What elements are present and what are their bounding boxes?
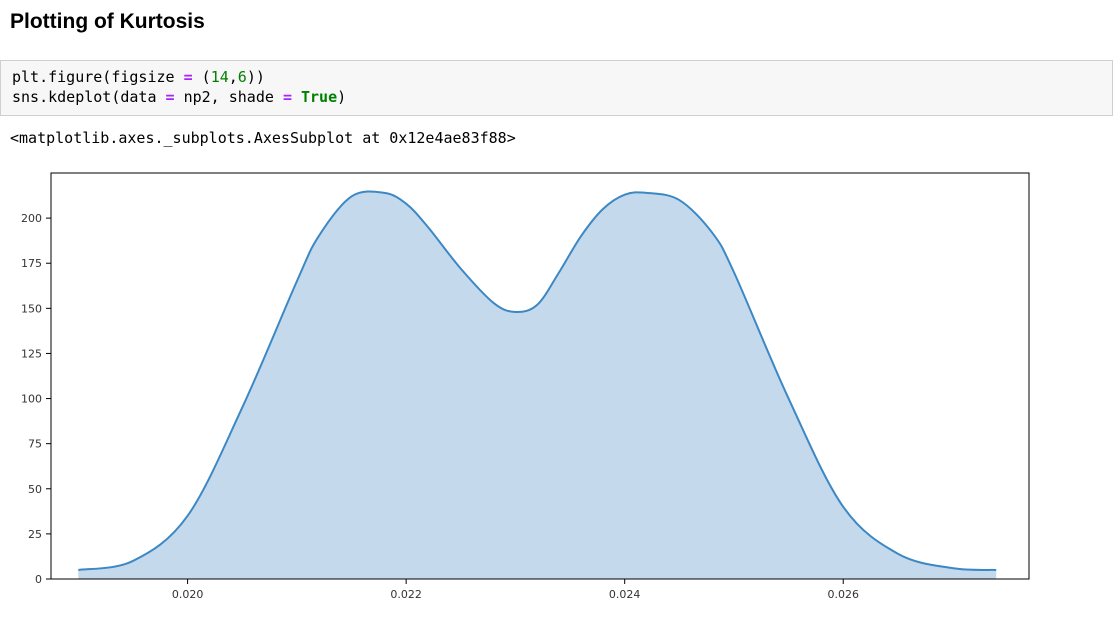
code-line-1: plt.figure(figsize = (14,6)): [12, 68, 265, 86]
y-tick-label: 100: [21, 393, 42, 406]
y-axis: 0 25 50 75 100 125 150 175 200: [21, 212, 51, 586]
x-tick-label: 0.024: [609, 588, 641, 601]
y-tick-label: 75: [28, 438, 42, 451]
page-title: Plotting of Kurtosis: [10, 10, 205, 33]
x-tick-label: 0.020: [172, 588, 204, 601]
y-tick-label: 125: [21, 347, 42, 360]
x-tick-label: 0.022: [390, 588, 422, 601]
y-tick-label: 0: [35, 573, 42, 586]
cell-output-text: <matplotlib.axes._subplots.AxesSubplot a…: [10, 129, 516, 147]
y-tick-label: 50: [28, 483, 42, 496]
y-tick-label: 200: [21, 212, 42, 225]
x-axis: 0.020 0.022 0.024 0.026: [172, 579, 859, 601]
code-line-2: sns.kdeplot(data = np2, shade = True): [12, 88, 347, 106]
y-tick-label: 175: [21, 257, 42, 270]
kde-area-fill: [78, 191, 997, 579]
kde-plot: 0.020 0.022 0.024 0.026 0 25 50 75 100 125 150 175…: [21, 172, 1030, 601]
x-tick-label: 0.026: [827, 588, 859, 601]
plot-frame: [50, 172, 1030, 580]
y-tick-label: 25: [28, 528, 42, 541]
kde-line: [78, 190, 997, 571]
y-tick-label: 150: [21, 302, 42, 315]
code-cell-input[interactable]: plt.figure(figsize = (14,6)) sns.kdeplot…: [0, 60, 1113, 116]
code-text[interactable]: plt.figure(figsize = (14,6)) sns.kdeplot…: [1, 61, 1112, 107]
